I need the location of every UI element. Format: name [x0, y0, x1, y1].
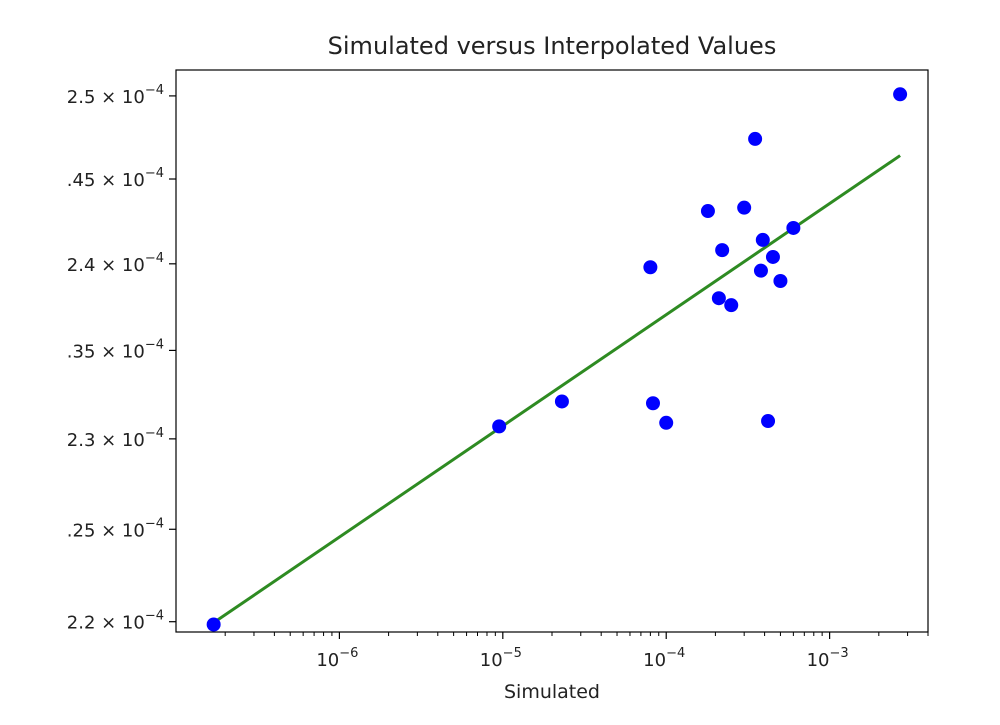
- y-axis: 2.2 × 10−4 .25 × 10−4 2.3 × 10−4 .35 × 10−4…: [67, 83, 176, 634]
- plot-area: [175, 69, 929, 633]
- scatter-point: [748, 131, 763, 146]
- scatter-point: [765, 249, 780, 264]
- y-tick-label: .35 × 10−4: [67, 337, 164, 362]
- x-tick-label: 10−5: [480, 646, 522, 671]
- y-tick-label: 2.3 × 10−4: [67, 426, 164, 451]
- y-tick-label: .25 × 10−4: [67, 516, 164, 541]
- y-tick-label: 2.5 × 10−4: [67, 83, 164, 108]
- chart-title: Simulated versus Interpolated Values: [328, 32, 777, 60]
- scatter-point: [786, 220, 801, 235]
- y-tick-label: .45 × 10−4: [67, 166, 164, 191]
- x-tick-label: 10−3: [807, 646, 849, 671]
- y-tick-label: 2.2 × 10−4: [67, 609, 164, 634]
- scatter-point: [659, 415, 674, 430]
- scatter-point: [761, 414, 776, 429]
- x-tick-label: 10−4: [643, 646, 685, 671]
- scatter-point: [715, 243, 730, 258]
- scatter-point: [724, 298, 739, 313]
- scatter-point: [711, 291, 726, 306]
- scatter-point: [643, 260, 658, 275]
- fit-line: [212, 154, 901, 624]
- y-tick-label: 2.4 × 10−4: [67, 251, 164, 276]
- x-axis: 10−6 10−5 10−4 10−3: [224, 632, 929, 671]
- x-axis-label: Simulated: [504, 681, 600, 703]
- scatter-point: [554, 394, 569, 409]
- data-layer: [206, 87, 908, 632]
- scatter-point: [700, 204, 715, 219]
- scatter-point: [755, 232, 770, 247]
- scatter-point: [737, 200, 752, 215]
- scatter-point: [893, 87, 908, 102]
- x-tick-label: 10−6: [316, 646, 358, 671]
- scatter-point: [645, 396, 660, 411]
- axes-frame: [175, 69, 929, 633]
- scatter-point: [773, 273, 788, 288]
- scatter-point: [206, 617, 221, 632]
- scatter-point: [492, 419, 507, 434]
- scatter-point: [753, 263, 768, 278]
